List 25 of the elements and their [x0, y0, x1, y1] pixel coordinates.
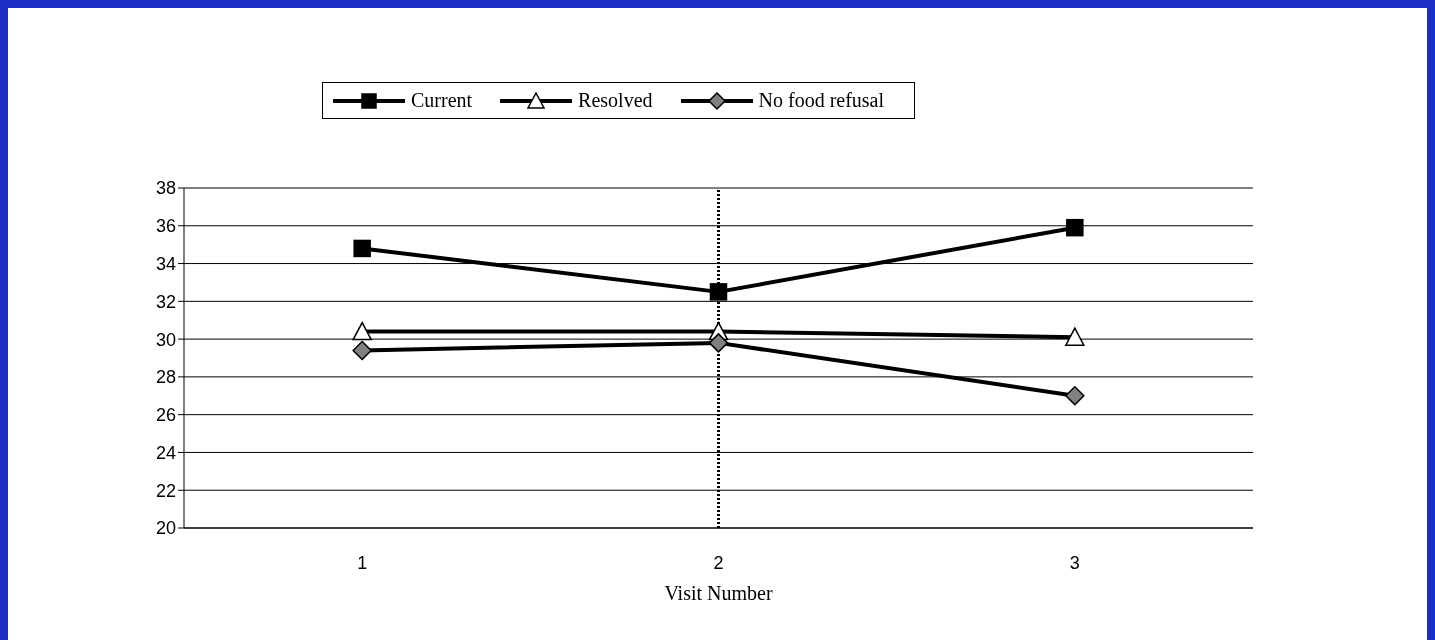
- point: [352, 321, 372, 341]
- y-tick-label: 34: [155, 253, 176, 274]
- y-tick-label: 36: [155, 216, 176, 237]
- x-axis-title: Visit Number: [664, 582, 773, 604]
- y-tick-label: 38: [155, 178, 176, 199]
- point: [708, 333, 729, 353]
- point: [353, 239, 371, 258]
- legend-label: Resolved: [578, 89, 653, 112]
- x-tick-label: 1: [357, 552, 368, 573]
- x-tick-label: 3: [1069, 552, 1080, 573]
- point: [709, 283, 728, 301]
- y-tick-label: 24: [155, 442, 176, 463]
- y-tick-label: 32: [155, 291, 176, 312]
- y-tick-label: 30: [155, 329, 176, 350]
- point: [1066, 218, 1084, 237]
- legend-label: Current: [411, 89, 473, 112]
- point: [1065, 327, 1085, 346]
- y-tick-label: 28: [155, 367, 176, 388]
- point: [1065, 386, 1085, 406]
- y-tick-label: 22: [155, 480, 176, 501]
- x-tick-label: 2: [713, 552, 724, 573]
- y-tick-label: 26: [155, 405, 176, 426]
- point: [352, 340, 372, 361]
- legend-label: No food refusal: [758, 89, 885, 112]
- y-tick-label: 20: [155, 518, 176, 539]
